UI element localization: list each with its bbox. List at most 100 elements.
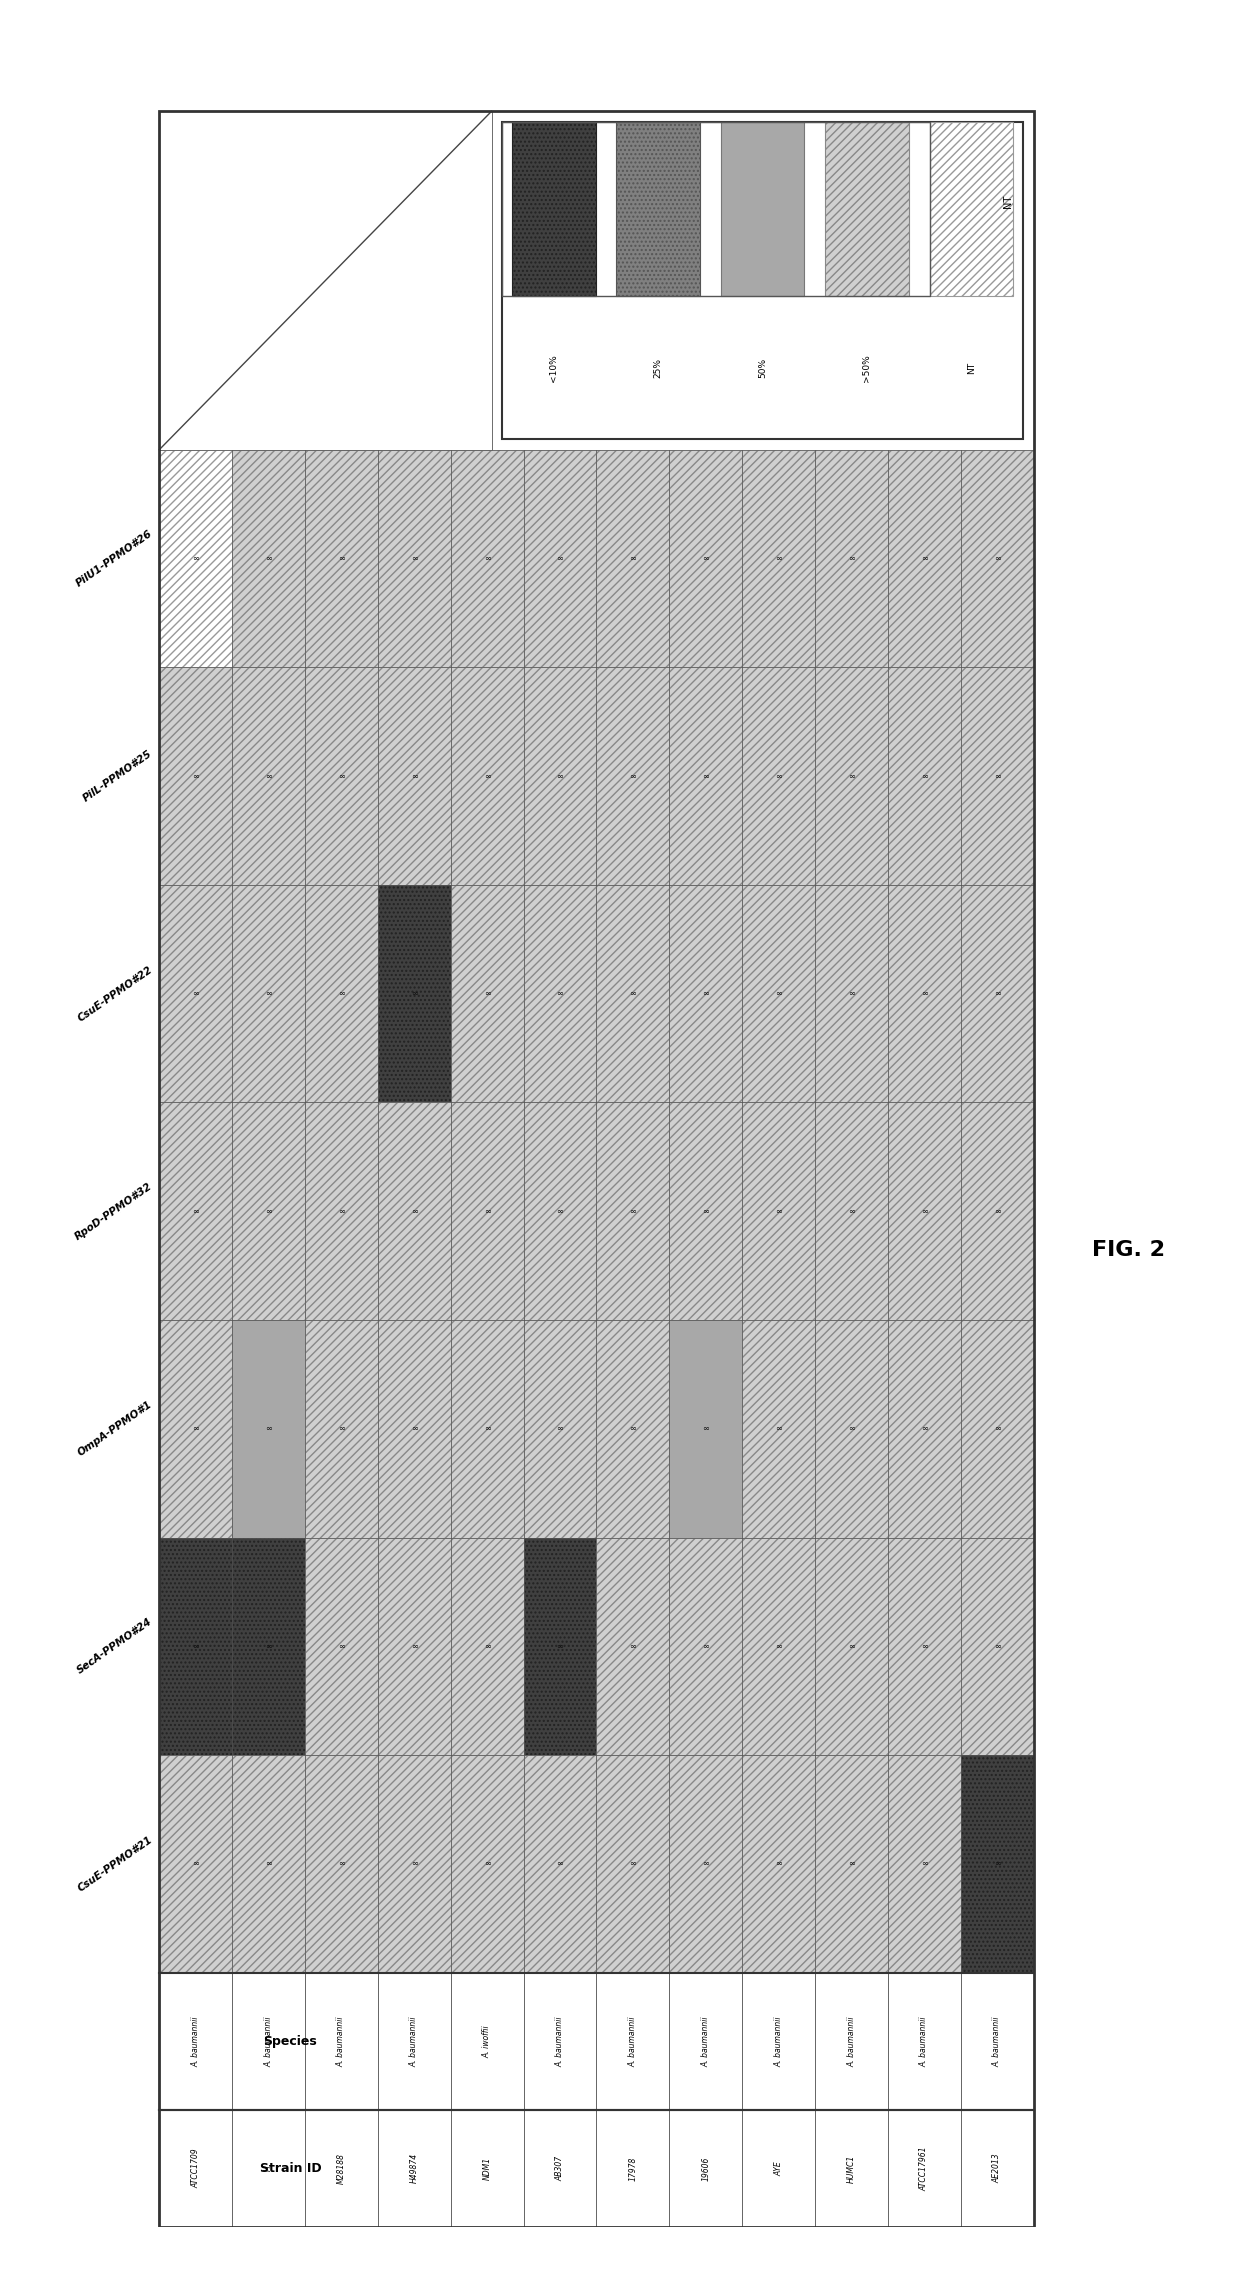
Bar <box>670 884 743 1102</box>
Text: ∞: ∞ <box>630 1858 636 1868</box>
Bar <box>159 1972 232 2111</box>
Text: ∞: ∞ <box>265 554 272 563</box>
Text: ∞: ∞ <box>630 1425 636 1434</box>
Text: ∞: ∞ <box>630 1643 636 1652</box>
Text: ∞: ∞ <box>410 1643 418 1652</box>
Text: ∞: ∞ <box>702 1206 709 1216</box>
Bar <box>450 1102 523 1320</box>
Bar <box>378 1756 450 1972</box>
Bar <box>596 450 670 668</box>
Text: ∞: ∞ <box>848 988 856 997</box>
Bar <box>596 1538 670 1756</box>
Text: >50%: >50% <box>863 354 872 382</box>
Bar <box>670 1756 743 1972</box>
Bar <box>888 1102 961 1320</box>
Text: ∞: ∞ <box>192 1643 200 1652</box>
Text: ∞: ∞ <box>702 772 709 782</box>
Bar <box>523 1102 596 1320</box>
Text: ∞: ∞ <box>337 1425 345 1434</box>
Text: Species: Species <box>264 2036 317 2047</box>
Text: HUMC1: HUMC1 <box>847 2154 856 2183</box>
Text: ∞: ∞ <box>921 1206 928 1216</box>
Bar <box>232 668 305 884</box>
Text: ∞: ∞ <box>630 988 636 997</box>
Bar <box>305 1756 378 1972</box>
Text: ∞: ∞ <box>192 772 200 782</box>
Text: ∞: ∞ <box>993 988 1001 997</box>
Text: A. baumannii: A. baumannii <box>264 2015 273 2068</box>
Text: A. iwoffii: A. iwoffii <box>482 2024 491 2058</box>
Text: ∞: ∞ <box>192 1425 200 1434</box>
Text: ∞: ∞ <box>410 772 418 782</box>
Text: ∞: ∞ <box>410 1206 418 1216</box>
Bar <box>670 668 743 884</box>
Text: ∞: ∞ <box>557 772 563 782</box>
Bar <box>450 1972 523 2111</box>
Text: ∞: ∞ <box>702 1643 709 1652</box>
Text: ∞: ∞ <box>702 1858 709 1868</box>
Text: ∞: ∞ <box>557 1643 563 1652</box>
Text: A. baumannii: A. baumannii <box>191 2015 200 2068</box>
Text: A. baumannii: A. baumannii <box>556 2015 564 2068</box>
Text: ∞: ∞ <box>848 772 856 782</box>
Bar <box>616 123 699 295</box>
Bar <box>305 668 378 884</box>
Bar <box>815 2111 888 2227</box>
Text: ∞: ∞ <box>993 1206 1001 1216</box>
Text: M28188: M28188 <box>337 2154 346 2183</box>
Text: ∞: ∞ <box>484 1643 491 1652</box>
Text: SecA-PPMO#24: SecA-PPMO#24 <box>76 1618 154 1677</box>
Bar <box>743 450 815 668</box>
Text: A. baumannii: A. baumannii <box>409 2015 419 2068</box>
Text: ∞: ∞ <box>775 1643 782 1652</box>
Text: ∞: ∞ <box>265 772 272 782</box>
Text: ∞: ∞ <box>993 772 1001 782</box>
Bar <box>670 450 743 668</box>
Text: AE2013: AE2013 <box>993 2154 1002 2183</box>
Bar <box>596 884 670 1102</box>
Bar <box>523 1538 596 1756</box>
Bar <box>743 884 815 1102</box>
Text: 17978: 17978 <box>629 2156 637 2181</box>
Bar <box>961 1102 1034 1320</box>
Bar <box>450 1320 523 1538</box>
Bar <box>961 884 1034 1102</box>
Text: ∞: ∞ <box>993 1425 1001 1434</box>
Bar <box>888 1972 961 2111</box>
Bar <box>743 2111 815 2227</box>
Text: ∞: ∞ <box>337 772 345 782</box>
Text: A. baumannii: A. baumannii <box>337 2015 346 2068</box>
Text: 50%: 50% <box>758 357 768 377</box>
Bar <box>378 1320 450 1538</box>
Text: ∞: ∞ <box>484 988 491 997</box>
Text: ∞: ∞ <box>702 554 709 563</box>
Text: ∞: ∞ <box>848 1206 856 1216</box>
Bar <box>159 884 232 1102</box>
Text: ∞: ∞ <box>775 988 782 997</box>
Bar <box>159 1972 422 2111</box>
Text: H: H <box>264 2165 273 2172</box>
Bar <box>305 1538 378 1756</box>
Text: A. baumannii: A. baumannii <box>629 2015 637 2068</box>
Bar <box>512 123 595 295</box>
Text: H49874: H49874 <box>409 2154 419 2183</box>
Text: ∞: ∞ <box>337 1858 345 1868</box>
Bar <box>232 1538 305 1756</box>
Bar <box>305 2111 378 2227</box>
Bar <box>378 1972 450 2111</box>
Bar <box>670 1102 743 1320</box>
Bar <box>596 1972 670 2111</box>
Text: A. baumannii: A. baumannii <box>774 2015 784 2068</box>
Bar <box>159 1102 232 1320</box>
Bar <box>232 1320 305 1538</box>
Text: ∞: ∞ <box>993 1858 1001 1868</box>
Text: ∞: ∞ <box>337 1643 345 1652</box>
Text: ∞: ∞ <box>410 554 418 563</box>
Bar <box>825 123 909 295</box>
Bar <box>596 1320 670 1538</box>
Text: ∞: ∞ <box>410 1425 418 1434</box>
Bar <box>305 1972 378 2111</box>
Text: ∞: ∞ <box>557 554 563 563</box>
Text: ∞: ∞ <box>848 1858 856 1868</box>
Text: ∞: ∞ <box>192 554 200 563</box>
